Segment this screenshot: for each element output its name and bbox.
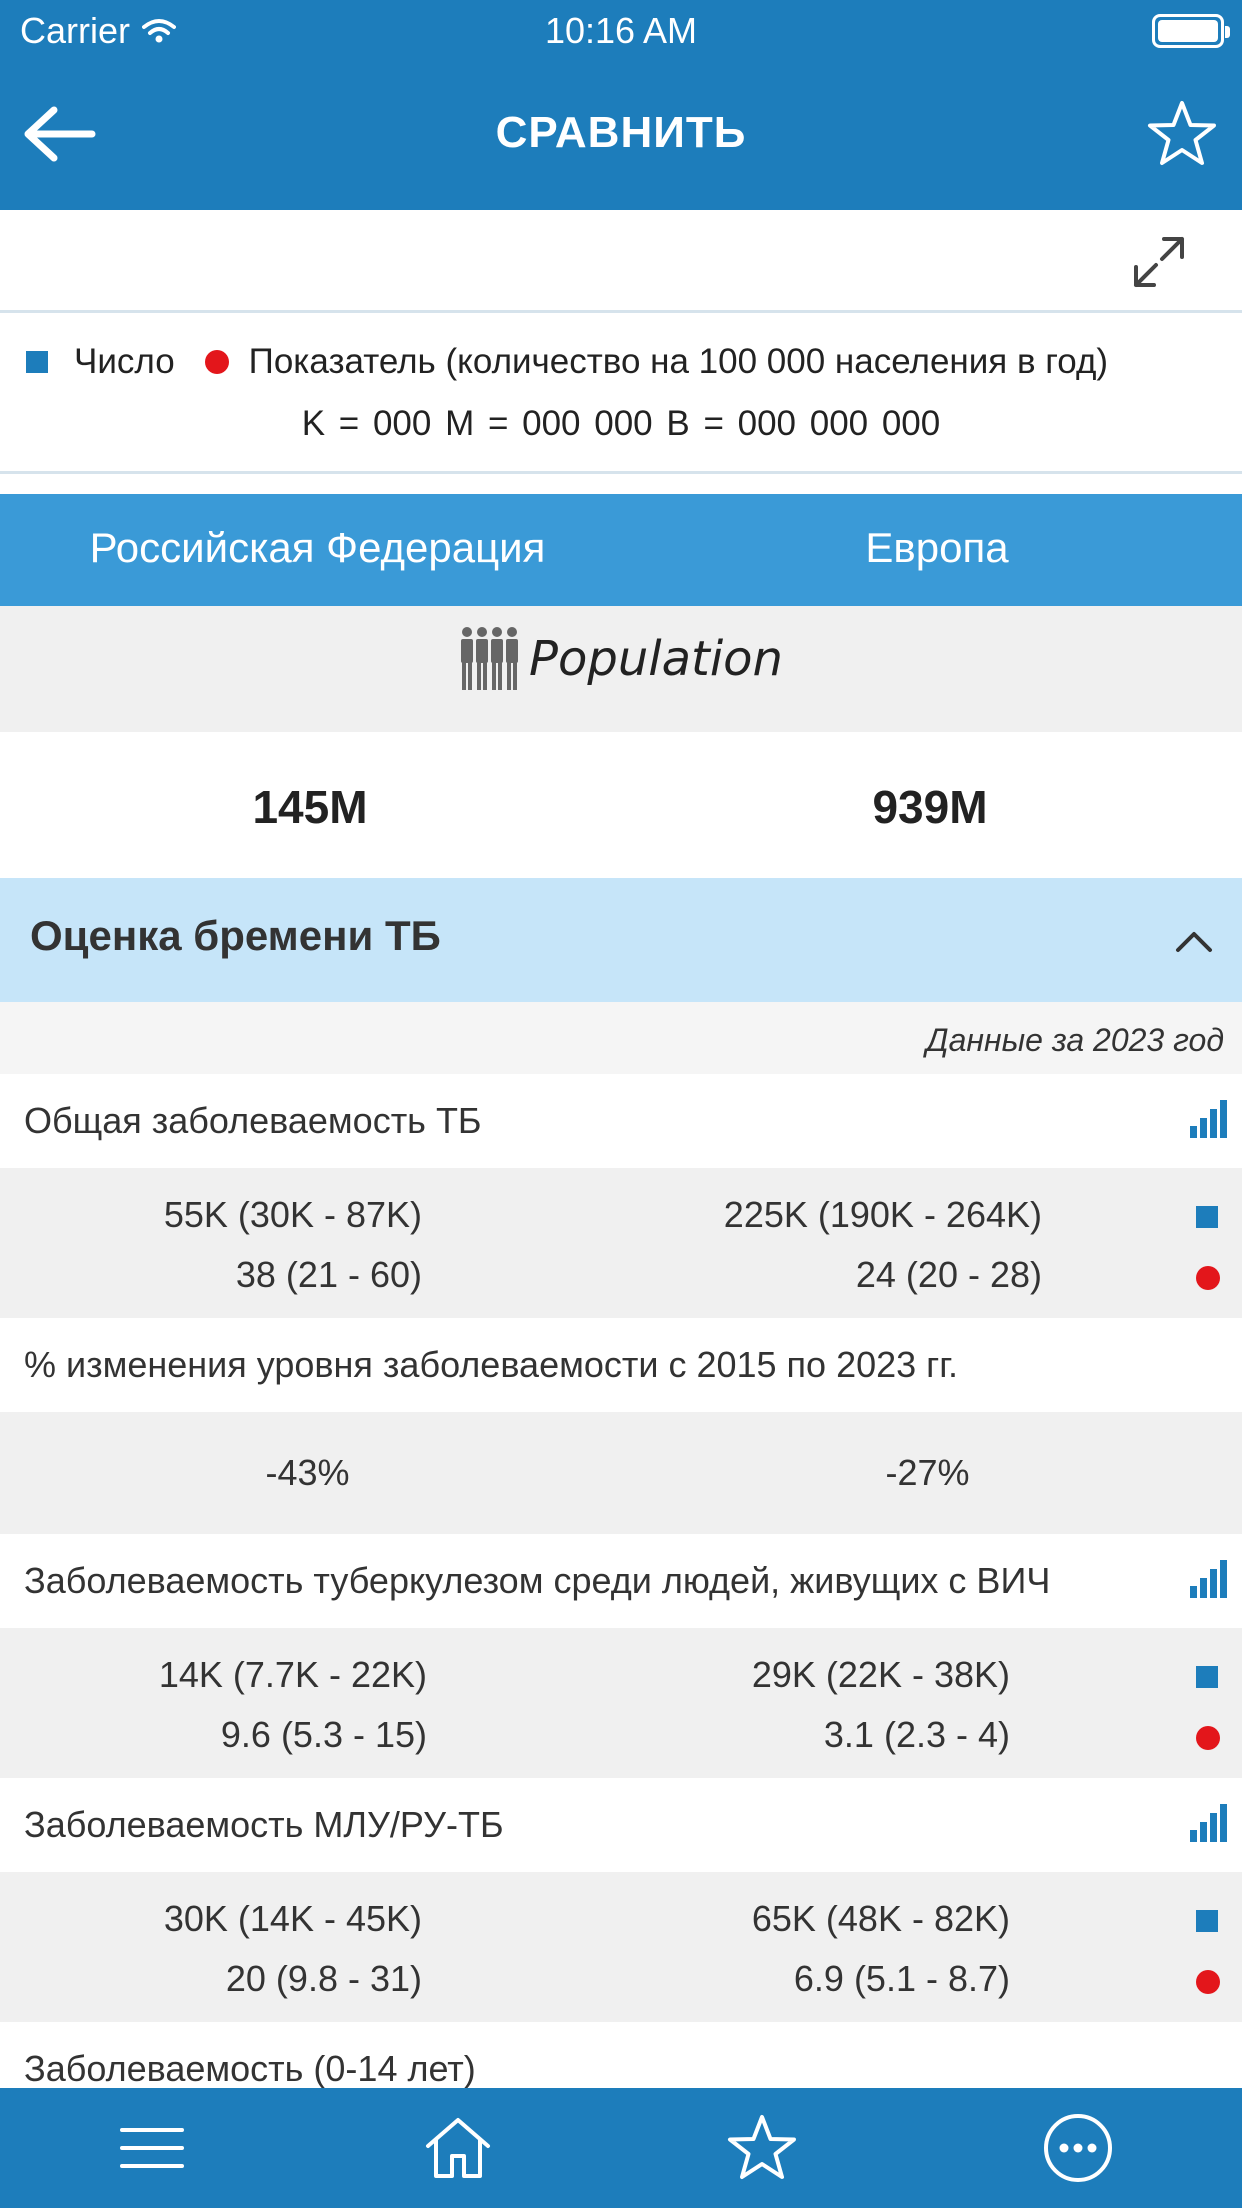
metric-title: Заболеваемость (0-14 лет)	[24, 2048, 476, 2088]
count-square-icon	[26, 351, 48, 373]
metric-title: Общая заболеваемость ТБ	[24, 1100, 482, 1141]
rate-value-1: 9.6 (5.3 - 15)	[220, 1714, 427, 1755]
metric-title-row: % изменения уровня заболеваемости с 2015…	[0, 1318, 1242, 1412]
count-square-icon	[1196, 1910, 1218, 1932]
legend-units: K = 000 M = 000 000 B = 000 000 000	[301, 404, 941, 443]
count-square-icon	[1196, 1666, 1218, 1688]
rate-dot-icon	[1196, 1726, 1220, 1750]
page-title: СРАВНИТЬ	[495, 108, 747, 157]
count-value-2: 65K (48K - 82K)	[751, 1898, 1010, 1939]
bar-chart-icon[interactable]	[1188, 1802, 1228, 1844]
count-value-2: 29K (22K - 38K)	[751, 1654, 1010, 1695]
rate-dot-icon	[1196, 1266, 1220, 1290]
star-icon[interactable]	[726, 2112, 798, 2184]
carrier-label: Carrier	[20, 10, 131, 51]
section-header[interactable]: Оценка бремени ТБ	[0, 878, 1242, 1002]
home-icon[interactable]	[422, 2112, 494, 2184]
rate-dot-icon	[204, 350, 229, 374]
metric-title-row: Заболеваемость МЛУ/РУ-ТБ	[0, 1778, 1242, 1872]
metric-values-row: -43% -27%	[0, 1412, 1242, 1534]
metric-title: Заболеваемость туберкулезом среди людей,…	[24, 1560, 1051, 1601]
status-bar: Carrier 10:16 AM	[0, 0, 1242, 60]
region-header: Российская Федерация Европа	[0, 494, 1242, 606]
chevron-up-icon[interactable]	[1174, 926, 1214, 956]
bar-chart-icon[interactable]	[1188, 1098, 1228, 1140]
metric-title-row: Заболеваемость туберкулезом среди людей,…	[0, 1534, 1242, 1628]
legend-count-label: Число	[74, 342, 175, 381]
year-note-text: Данные за 2023 год	[926, 1022, 1224, 1058]
population-value-2: 939M	[872, 781, 988, 833]
rate-dot-icon	[1196, 1970, 1220, 1994]
rate-value-2: 3.1 (2.3 - 4)	[823, 1714, 1010, 1755]
count-value-1: 55K (30K - 87K)	[163, 1194, 422, 1235]
count-value-1: 30K (14K - 45K)	[163, 1898, 422, 1939]
rate-value-1: 38 (21 - 60)	[235, 1254, 422, 1295]
favorite-star-icon[interactable]	[1146, 98, 1218, 170]
population-values: 145M 939M	[0, 732, 1242, 876]
legend: Число Показатель (количество на 100 000 …	[0, 316, 1242, 474]
population-icon	[461, 627, 519, 690]
region-1-label[interactable]: Российская Федерация	[89, 524, 546, 571]
rate-value-2: 6.9 (5.1 - 8.7)	[793, 1958, 1010, 1999]
metric-values-row: 55K (30K - 87K) 225K (190K - 264K) 38 (2…	[0, 1168, 1242, 1318]
year-note: Данные за 2023 год	[0, 1002, 1242, 1074]
menu-icon[interactable]	[116, 2112, 188, 2184]
count-value-2: 225K (190K - 264K)	[723, 1194, 1042, 1235]
count-square-icon	[1196, 1206, 1218, 1228]
region-2-label[interactable]: Европа	[865, 524, 1009, 571]
count-value-1: 14K (7.7K - 22K)	[158, 1654, 427, 1695]
battery-icon	[1152, 14, 1230, 48]
metric-title-row: Общая заболеваемость ТБ	[0, 1074, 1242, 1168]
metric-title: % изменения уровня заболеваемости с 2015…	[24, 1344, 959, 1385]
legend-rate-label: Показатель (количество на 100 000 населе…	[248, 342, 1109, 381]
more-icon[interactable]	[1042, 2112, 1114, 2184]
metric-title-row: Заболеваемость (0-14 лет)	[0, 2022, 1242, 2088]
metric-title: Заболеваемость МЛУ/РУ-ТБ	[24, 1804, 504, 1845]
bar-chart-icon[interactable]	[1188, 1558, 1228, 1600]
wifi-icon	[142, 19, 177, 43]
change-value-2: -27%	[885, 1452, 970, 1493]
population-value-1: 145M	[252, 781, 368, 833]
metric-values-row: 30K (14K - 45K) 65K (48K - 82K) 20 (9.8 …	[0, 1872, 1242, 2022]
population-header: Population	[0, 606, 1242, 732]
metric-values-row: 14K (7.7K - 22K) 29K (22K - 38K) 9.6 (5.…	[0, 1628, 1242, 1778]
status-time: 10:16 AM	[544, 10, 698, 51]
section-title: Оценка бремени ТБ	[30, 912, 441, 959]
change-value-1: -43%	[265, 1452, 350, 1493]
rate-value-2: 24 (20 - 28)	[855, 1254, 1042, 1295]
back-arrow-icon[interactable]	[22, 102, 98, 166]
toolbar-expand-row	[0, 210, 1242, 313]
nav-bar: СРАВНИТЬ	[0, 80, 1242, 190]
carrier-info: Carrier	[20, 10, 177, 52]
top-bar: Carrier 10:16 AM СРАВНИТЬ	[0, 0, 1242, 210]
expand-icon[interactable]	[1132, 235, 1186, 289]
population-label: Population	[529, 631, 783, 687]
rate-value-1: 20 (9.8 - 31)	[225, 1958, 422, 1999]
tab-bar	[0, 2088, 1242, 2208]
